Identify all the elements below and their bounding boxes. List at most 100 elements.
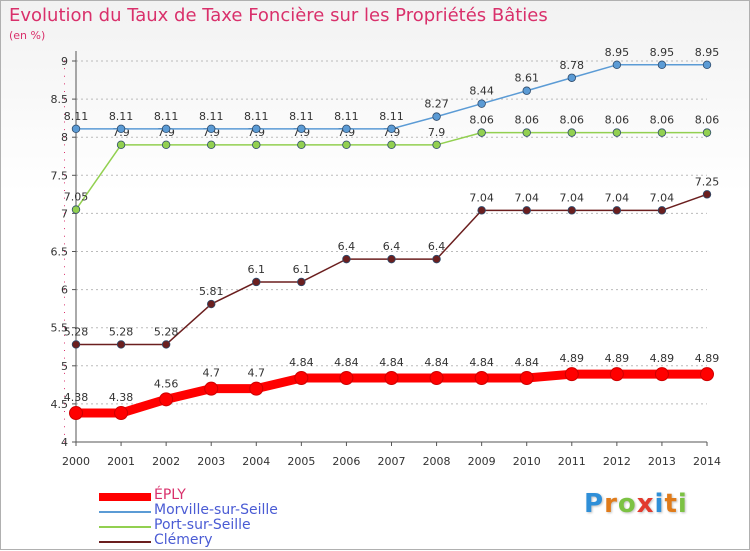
data-label: 8.11 (199, 110, 224, 123)
series-line-Clémery (75, 193, 708, 346)
data-point (387, 254, 396, 264)
x-tick-label: 2000 (62, 455, 90, 468)
data-point (116, 340, 126, 349)
legend-swatch-eply (99, 493, 151, 501)
data-label: 7.05 (64, 191, 89, 204)
data-label: 7.04 (469, 191, 494, 204)
data-point (612, 206, 622, 215)
data-point (522, 128, 531, 137)
data-label: 8.11 (289, 110, 314, 123)
data-label: 8.95 (650, 46, 675, 59)
data-point (477, 99, 486, 108)
data-point (252, 140, 261, 150)
data-label: 4.7 (248, 367, 266, 380)
data-point (71, 340, 81, 349)
data-label: 4.89 (605, 352, 630, 365)
data-point (339, 370, 354, 385)
x-tick-label: 2003 (197, 455, 225, 468)
data-label: 7.04 (605, 191, 630, 204)
data-point (429, 370, 444, 385)
data-label: 7.04 (650, 191, 675, 204)
data-point (69, 406, 83, 421)
data-point (477, 206, 486, 215)
legend-label-port: Port-sur-Seille (154, 517, 251, 533)
data-label: 8.06 (560, 114, 585, 127)
data-point (654, 367, 669, 382)
x-tick-label: 2014 (693, 455, 721, 468)
logo-letter: i (654, 489, 665, 519)
legend-swatch-clemery (99, 541, 151, 543)
data-label: 8.11 (154, 110, 179, 123)
data-label: 4.84 (514, 356, 539, 369)
data-label: 4.89 (650, 352, 675, 365)
data-label: 6.1 (248, 263, 266, 276)
data-point (612, 60, 622, 70)
data-label: 8.11 (379, 110, 404, 123)
data-point (657, 206, 667, 215)
x-tick-label: 2009 (468, 455, 496, 468)
logo-letter: r (604, 489, 618, 519)
data-label: 4.84 (334, 356, 359, 369)
logo-letter: P (584, 489, 605, 519)
data-point (567, 73, 576, 82)
legend-label-eply: ÉPLY (154, 487, 186, 503)
data-label: 4.7 (202, 367, 220, 380)
data-point (387, 124, 396, 134)
data-label: 6.4 (338, 240, 356, 253)
x-tick-label: 2004 (242, 455, 270, 468)
data-point (702, 128, 712, 137)
data-label: 5.28 (154, 325, 179, 338)
data-label: 4.38 (64, 391, 89, 404)
y-tick-label: 6.5 (51, 246, 69, 259)
data-point (294, 370, 309, 385)
data-point (207, 124, 216, 134)
x-tick-label: 2011 (558, 455, 586, 468)
logo-letter: t (664, 489, 678, 519)
y-tick-label: 8.5 (51, 93, 69, 106)
data-point (567, 128, 576, 137)
data-label: 8.06 (605, 114, 630, 127)
chart-title: Evolution du Taux de Taxe Foncière sur l… (9, 5, 548, 26)
x-tick-label: 2010 (513, 455, 541, 468)
x-tick-label: 2008 (423, 455, 451, 468)
data-point (297, 124, 306, 134)
proxiti-logo: Proxiti (584, 489, 688, 519)
data-point (342, 254, 351, 264)
x-tick-label: 2007 (378, 455, 406, 468)
legend-label-morville: Morville-sur-Seille (154, 502, 278, 518)
data-label: 4.84 (379, 356, 404, 369)
data-label: 8.06 (695, 114, 720, 127)
data-point (657, 128, 667, 137)
data-point (609, 367, 624, 382)
x-tick-label: 2001 (107, 455, 135, 468)
data-point (474, 370, 489, 385)
data-label: 4.84 (469, 356, 494, 369)
x-tick-label: 2013 (648, 455, 676, 468)
data-point (567, 206, 576, 215)
data-point (564, 367, 579, 382)
data-point (252, 277, 261, 287)
legend-label-clemery: Clémery (154, 532, 213, 548)
x-tick-label: 2002 (152, 455, 180, 468)
data-label: 7.9 (428, 126, 446, 139)
data-point (432, 140, 441, 150)
data-label: 8.11 (244, 110, 269, 123)
data-point (204, 381, 219, 396)
data-label: 8.95 (605, 46, 630, 59)
x-tick-label: 2012 (603, 455, 631, 468)
data-point (477, 128, 486, 137)
legend-swatch-morville (99, 511, 151, 513)
data-label: 8.95 (695, 46, 720, 59)
data-point (342, 140, 351, 150)
y-tick-label: 4.5 (51, 398, 69, 411)
data-label: 8.06 (514, 114, 539, 127)
data-point (700, 367, 714, 382)
data-point (71, 205, 81, 214)
data-label: 6.4 (428, 240, 446, 253)
data-point (297, 140, 306, 150)
data-point (702, 60, 712, 70)
legend-swatch-port (99, 526, 151, 528)
data-point (161, 340, 171, 349)
data-label: 8.27 (424, 98, 449, 111)
